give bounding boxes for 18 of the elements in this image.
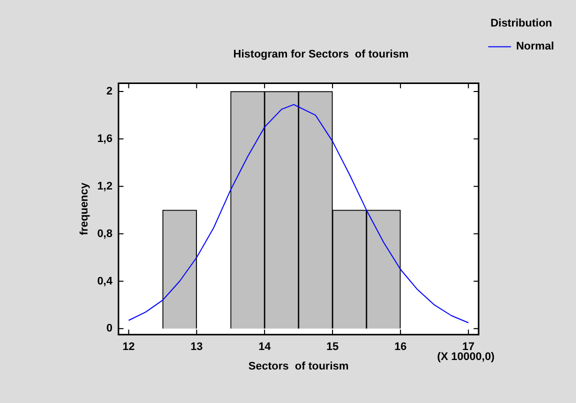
legend-label: Normal (516, 40, 554, 53)
x-tick-label: 15 (326, 341, 339, 354)
text: (X 10000,0) (437, 351, 495, 364)
x-tick-label: 12 (122, 341, 135, 354)
x-tick-label: 13 (190, 341, 203, 354)
y-tick-label: 2 (106, 86, 112, 98)
x-axis-title: Sectors of tourism (248, 360, 349, 372)
x-tick-label: 17 (462, 341, 475, 354)
y-axis-title: frequency (78, 182, 91, 236)
y-tick-label: 1,2 (97, 180, 112, 192)
legend-title: Distribution (490, 18, 552, 30)
y-tick-label: 0 (106, 322, 112, 335)
y-tick-label: 0,8 (97, 228, 112, 240)
y-tick-label: 0,4 (97, 275, 114, 288)
x-tick-label: 16 (394, 341, 407, 354)
chart-title: Histogram for Sectors of tourism (233, 48, 409, 61)
x-tick-label: 14 (258, 341, 272, 354)
y-tick-label: 1,6 (97, 132, 112, 145)
